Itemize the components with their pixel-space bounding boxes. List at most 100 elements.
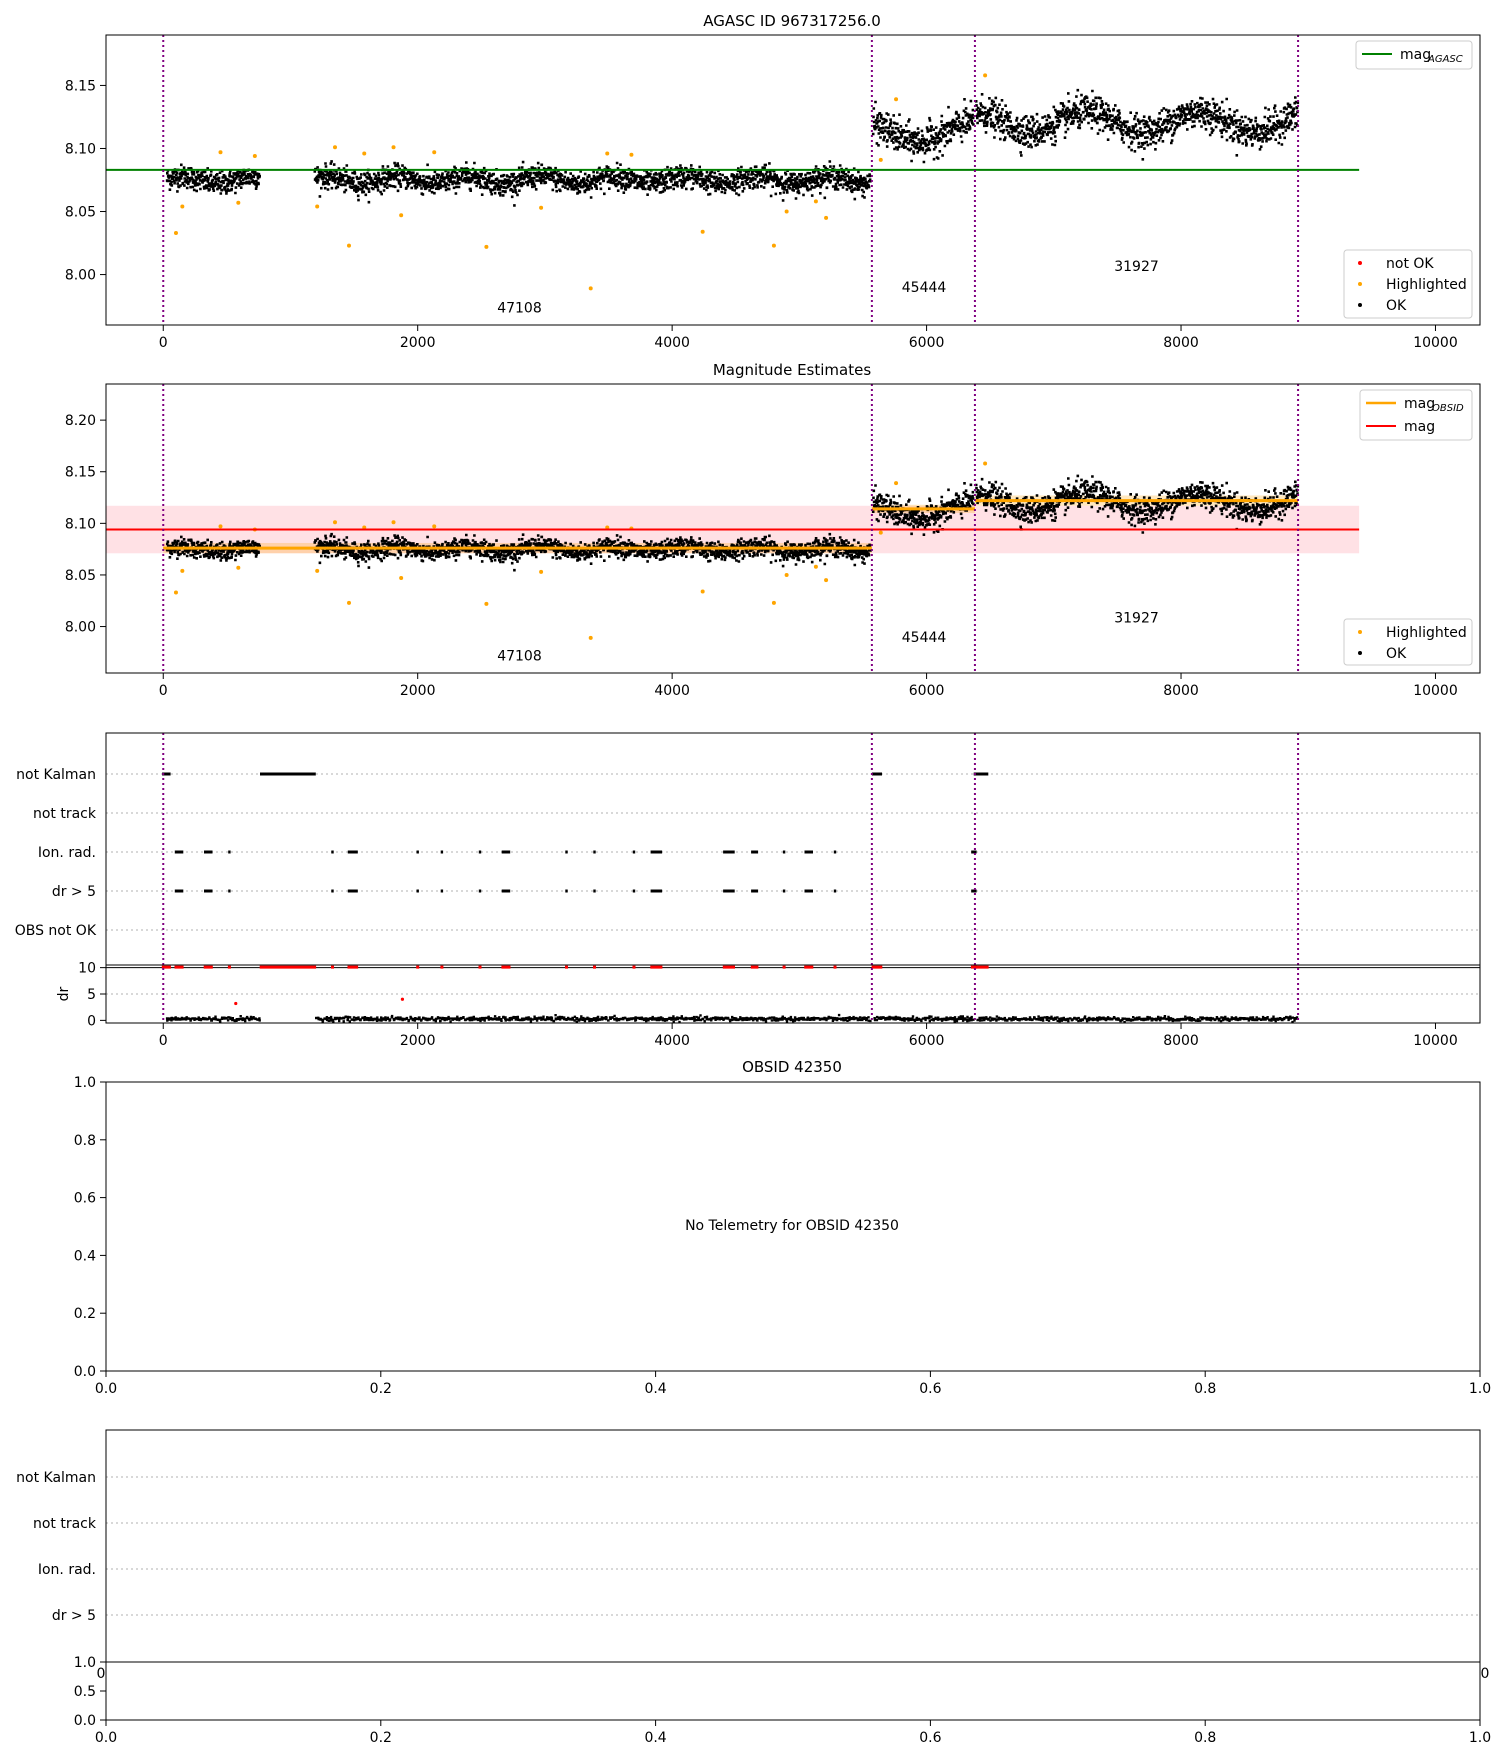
- x-tick-label: 4000: [654, 335, 690, 351]
- dr-flag-mark-17: [833, 965, 837, 969]
- highlighted-point-12: [484, 601, 489, 606]
- x-tick-label: 6000: [909, 683, 945, 699]
- dr-flag-mark-22: [973, 965, 989, 969]
- x-tick-label: 10000: [1413, 1033, 1458, 1049]
- y-tick-label: 1.0: [74, 1075, 96, 1091]
- y-tick-label: 8.05: [65, 205, 96, 221]
- highlighted-point-9: [391, 145, 396, 150]
- flag-mark-2-12: [650, 850, 663, 854]
- highlighted-point-13: [539, 205, 544, 210]
- dr-points: [165, 1013, 1299, 1024]
- legend-status-2: Highlighted OK: [1343, 618, 1473, 666]
- obsid-label-45444: 45444: [902, 280, 947, 296]
- flag-mark-3-13: [723, 889, 735, 893]
- flag-mark-3-2: [228, 889, 231, 893]
- dr-flag-mark-19: [161, 965, 171, 969]
- x-tick-label: 0.6: [919, 1730, 941, 1746]
- flag-mark-0-1: [260, 772, 316, 776]
- panel-flags-dr: not Kalman not track Ion. rad. dr > 5 OBS no…: [15, 732, 1481, 1049]
- x-tick-label: 4000: [654, 683, 690, 699]
- flag-mark-3-15: [782, 889, 786, 893]
- dr-flag-mark-20: [259, 965, 317, 969]
- x-tick-label: 0.4: [644, 1381, 666, 1397]
- dr-flag-mark-9: [565, 965, 568, 969]
- flag-label-2: Ion. rad.: [38, 845, 96, 861]
- x-tick-label: 8000: [1163, 1033, 1199, 1049]
- dr-y-tick-label: 5: [87, 987, 96, 1003]
- highlighted-point-24: [983, 73, 988, 78]
- y-tick-label: 8.05: [65, 568, 96, 584]
- x-tick-label: 0.8: [1194, 1381, 1216, 1397]
- dr-flag-mark-10: [593, 965, 596, 969]
- highlighted-point-22: [878, 530, 883, 535]
- legend-mag-obsid-sub: OBSID: [1432, 403, 1464, 414]
- x-tick-label: 0.6: [919, 1381, 941, 1397]
- dr-flag-mark-11: [632, 965, 636, 969]
- obsid-label-31927: 31927: [1114, 610, 1159, 626]
- highlighted-point-8: [362, 525, 367, 530]
- flag-mark-2-11: [632, 850, 636, 854]
- flag-mark-2-3: [331, 850, 334, 854]
- panel-4-frame: [105, 1081, 1481, 1372]
- flag-mark-2-13: [723, 850, 735, 854]
- flag-mark-3-0: [174, 889, 184, 893]
- flag-mark-3-5: [416, 889, 419, 893]
- panel-5-flags-frame: [105, 1429, 1481, 1663]
- flag-label-0: not Kalman: [16, 767, 96, 783]
- flag-mark-2-15: [782, 850, 786, 854]
- x-tick-label: 1.0: [1469, 1730, 1491, 1746]
- x-tick-label: 0.0: [95, 1730, 117, 1746]
- dr-y-tick-label: 0: [87, 1013, 96, 1029]
- highlighted-point-21: [824, 578, 829, 583]
- highlighted-point-15: [605, 525, 610, 530]
- highlighted-point-21: [824, 215, 829, 220]
- highlighted-point-0: [173, 230, 178, 235]
- flag-mark-3-1: [204, 889, 213, 893]
- flag-mark-2-7: [478, 850, 482, 854]
- dr-flag-mark-15: [782, 965, 786, 969]
- flag-mark-3-6: [440, 889, 444, 893]
- highlighted-point-12: [484, 244, 489, 249]
- flag-label-3: dr > 5: [52, 884, 96, 900]
- legend-agasc-mag: mag AGASC: [1355, 40, 1473, 70]
- highlighted-point-5: [315, 204, 320, 209]
- dr-flag-mark-7: [478, 965, 482, 969]
- dr-y-tick-label: 0.5: [74, 1684, 96, 1700]
- panel-obsid-flags-empty: not Kalman not track Ion. rad. dr > 5 0 0 0.0…: [16, 1429, 1491, 1746]
- dr-outlier-1: [400, 997, 405, 1001]
- dr-flag-mark-1: [203, 965, 213, 969]
- x-tick-label: 0: [159, 1033, 168, 1049]
- legend-highlighted: Highlighted: [1386, 277, 1467, 293]
- x-tick-label: 2000: [400, 335, 436, 351]
- x-tick-label: 2000: [400, 683, 436, 699]
- legend-highlighted-2: Highlighted: [1386, 625, 1467, 641]
- highlighted-point-1: [180, 204, 185, 209]
- dr-flag-mark-3: [331, 965, 334, 969]
- x-tick-label: 8000: [1163, 335, 1199, 351]
- highlighted-point-8: [362, 151, 367, 156]
- highlighted-point-14: [588, 286, 593, 291]
- highlighted-point-10: [399, 576, 404, 581]
- highlighted-point-15: [605, 151, 610, 156]
- panel-1-title: AGASC ID 967317256.0: [703, 12, 881, 30]
- highlighted-point-6: [333, 145, 337, 150]
- highlighted-point-1: [180, 568, 185, 573]
- highlighted-point-18: [771, 243, 776, 248]
- flag-label-4: OBS not OK: [15, 923, 97, 939]
- highlighted-point-23: [894, 97, 899, 102]
- highlighted-point-24: [983, 461, 988, 466]
- dr-y-tick-label: 10: [78, 961, 96, 977]
- panel-1-frame: [105, 34, 1481, 326]
- y-tick-label: 0.4: [74, 1248, 96, 1264]
- panel-5-dr-frame: [105, 1661, 1481, 1721]
- x-tick-label: 0.4: [644, 1730, 666, 1746]
- legend-mag-estimates: mag OBSID mag: [1359, 389, 1473, 441]
- obsid-label-47108: 47108: [497, 649, 542, 665]
- x-tick-label: 0.2: [370, 1730, 392, 1746]
- flag-mark-3-16: [804, 889, 813, 893]
- legend-mag-label: mag: [1400, 47, 1431, 63]
- flag-mark-2-9: [565, 850, 568, 854]
- obsid-label-47108: 47108: [497, 300, 542, 316]
- x-tick-label: 8000: [1163, 683, 1199, 699]
